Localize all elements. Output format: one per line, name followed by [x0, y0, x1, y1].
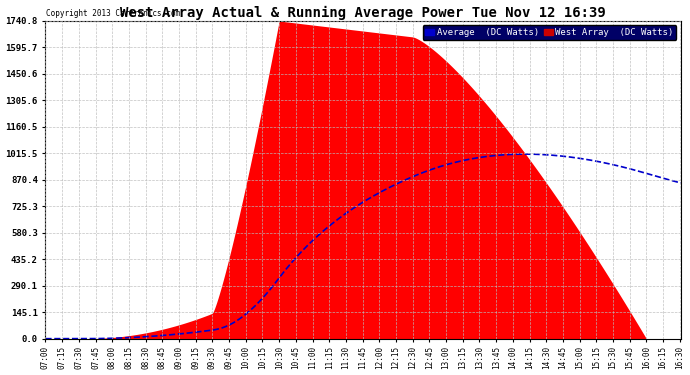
Legend: Average  (DC Watts), West Array  (DC Watts): Average (DC Watts), West Array (DC Watts… [422, 26, 676, 40]
Title: West Array Actual & Running Average Power Tue Nov 12 16:39: West Array Actual & Running Average Powe… [120, 6, 606, 20]
Text: Copyright 2013 Cartronics.com: Copyright 2013 Cartronics.com [46, 9, 180, 18]
